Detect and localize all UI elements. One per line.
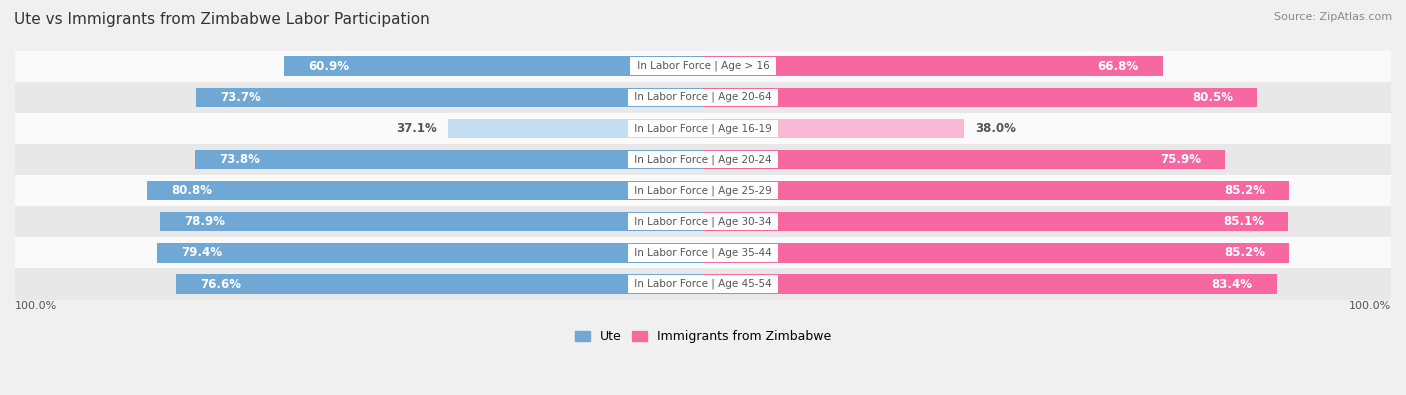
Text: 37.1%: 37.1% [396,122,437,135]
Bar [703,243,1289,263]
FancyBboxPatch shape [15,269,1391,299]
Bar [703,56,1163,76]
Bar [447,119,703,138]
Bar [703,150,1225,169]
Text: 73.7%: 73.7% [219,91,260,104]
Text: 60.9%: 60.9% [308,60,349,73]
Bar [703,275,1277,293]
Text: In Labor Force | Age 20-24: In Labor Force | Age 20-24 [631,154,775,165]
FancyBboxPatch shape [15,206,1391,237]
Text: 80.5%: 80.5% [1192,91,1233,104]
Bar [703,119,965,138]
Text: 85.2%: 85.2% [1225,246,1265,260]
Bar [148,181,703,200]
FancyBboxPatch shape [15,82,1391,113]
Legend: Ute, Immigrants from Zimbabwe: Ute, Immigrants from Zimbabwe [569,325,837,348]
Text: In Labor Force | Age 30-34: In Labor Force | Age 30-34 [631,216,775,227]
Text: Ute vs Immigrants from Zimbabwe Labor Participation: Ute vs Immigrants from Zimbabwe Labor Pa… [14,12,430,27]
FancyBboxPatch shape [15,175,1391,206]
Text: In Labor Force | Age > 16: In Labor Force | Age > 16 [634,61,772,71]
Text: 76.6%: 76.6% [200,278,240,290]
Text: In Labor Force | Age 45-54: In Labor Force | Age 45-54 [631,279,775,289]
Bar [284,56,703,76]
Text: Source: ZipAtlas.com: Source: ZipAtlas.com [1274,12,1392,22]
Bar [703,212,1288,231]
FancyBboxPatch shape [15,144,1391,175]
Bar [156,243,703,263]
Text: In Labor Force | Age 25-29: In Labor Force | Age 25-29 [631,185,775,196]
Text: In Labor Force | Age 16-19: In Labor Force | Age 16-19 [631,123,775,134]
Text: 83.4%: 83.4% [1212,278,1253,290]
Text: 78.9%: 78.9% [184,215,225,228]
Text: 66.8%: 66.8% [1097,60,1139,73]
Text: 73.8%: 73.8% [219,153,260,166]
Bar [176,275,703,293]
Text: In Labor Force | Age 35-44: In Labor Force | Age 35-44 [631,248,775,258]
Text: 38.0%: 38.0% [974,122,1015,135]
Bar [160,212,703,231]
Text: 79.4%: 79.4% [181,246,222,260]
Text: 75.9%: 75.9% [1160,153,1201,166]
FancyBboxPatch shape [15,237,1391,269]
Text: 80.8%: 80.8% [172,184,212,197]
Text: 100.0%: 100.0% [1348,301,1391,311]
Text: 100.0%: 100.0% [15,301,58,311]
FancyBboxPatch shape [15,51,1391,82]
Bar [703,181,1289,200]
Text: 85.1%: 85.1% [1223,215,1264,228]
FancyBboxPatch shape [15,113,1391,144]
Bar [195,150,703,169]
Text: 85.2%: 85.2% [1225,184,1265,197]
Bar [703,88,1257,107]
Bar [195,88,703,107]
Text: In Labor Force | Age 20-64: In Labor Force | Age 20-64 [631,92,775,102]
